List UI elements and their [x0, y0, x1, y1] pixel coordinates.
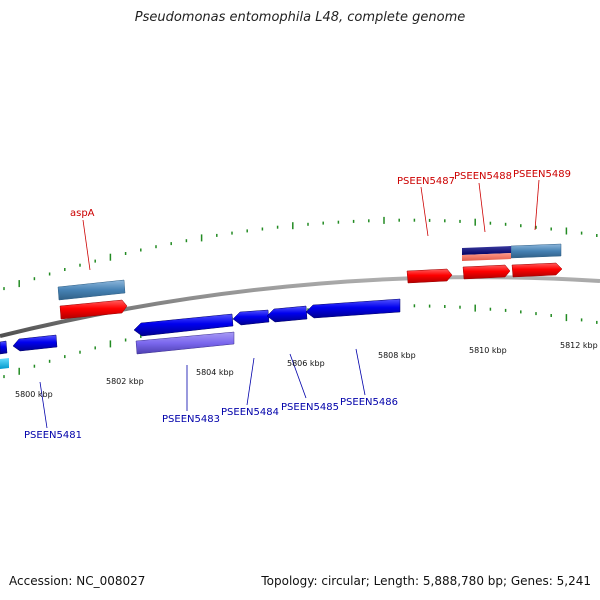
- gene-label-PSEEN5486: PSEEN5486: [340, 397, 398, 408]
- gene-PSEEN5484[interactable]: [232, 309, 270, 326]
- gene-PSEEN5487[interactable]: [406, 268, 453, 284]
- cds-aspA[interactable]: [57, 279, 126, 301]
- gene-PSEEN5485[interactable]: [266, 305, 308, 323]
- accession-text: Accession: NC_008027: [9, 574, 146, 588]
- gene-label-PSEEN5487: PSEEN5487: [397, 176, 455, 187]
- gene-PSEEN5483[interactable]: [133, 313, 234, 337]
- scale-label-5804: 5804 kbp: [196, 368, 234, 377]
- scale-label-5812: 5812 kbp: [560, 341, 598, 350]
- gene-label-PSEEN5483: PSEEN5483: [162, 414, 220, 425]
- scale-label-5806: 5806 kbp: [287, 359, 325, 368]
- genome-summary: Topology: circular; Length: 5,888,780 bp…: [261, 574, 591, 588]
- cds-PSEEN5483[interactable]: [135, 331, 235, 355]
- cds-PSEEN5480[interactable]: [0, 358, 9, 369]
- scale-label-5802: 5802 kbp: [106, 377, 144, 386]
- cds-PSEEN5488[interactable]: [462, 246, 511, 255]
- gene-PSEEN5488[interactable]: [462, 264, 511, 280]
- gene-PSEEN5489[interactable]: [511, 262, 563, 278]
- scale-label-5810: 5810 kbp: [469, 346, 507, 355]
- gene-label-PSEEN5488: PSEEN5488: [454, 171, 512, 182]
- gene-PSEEN5486[interactable]: [305, 298, 401, 319]
- gene-PSEEN5480[interactable]: [0, 340, 8, 355]
- gene-label-PSEEN5481: PSEEN5481: [24, 430, 82, 441]
- gene-PSEEN5481[interactable]: [12, 334, 58, 352]
- map-title: Pseudomonas entomophila L48, complete ge…: [134, 10, 466, 25]
- scale-label-5808: 5808 kbp: [378, 351, 416, 360]
- gene-label-PSEEN5485: PSEEN5485: [281, 402, 339, 413]
- scale-label-5800: 5800 kbp: [15, 390, 53, 399]
- genome-backbone: [0, 275, 600, 338]
- gene-label-PSEEN5484: PSEEN5484: [221, 407, 279, 418]
- tick-row-forward: [3, 216, 598, 291]
- cds-PSEEN5489[interactable]: [510, 243, 562, 259]
- gene-label-PSEEN5489: PSEEN5489: [513, 169, 571, 180]
- gene-aspA[interactable]: [59, 299, 128, 320]
- cds-PSEEN5488-alt[interactable]: [462, 253, 511, 261]
- label-leaders: [39, 179, 540, 429]
- gene-label-aspA: aspA: [70, 208, 95, 219]
